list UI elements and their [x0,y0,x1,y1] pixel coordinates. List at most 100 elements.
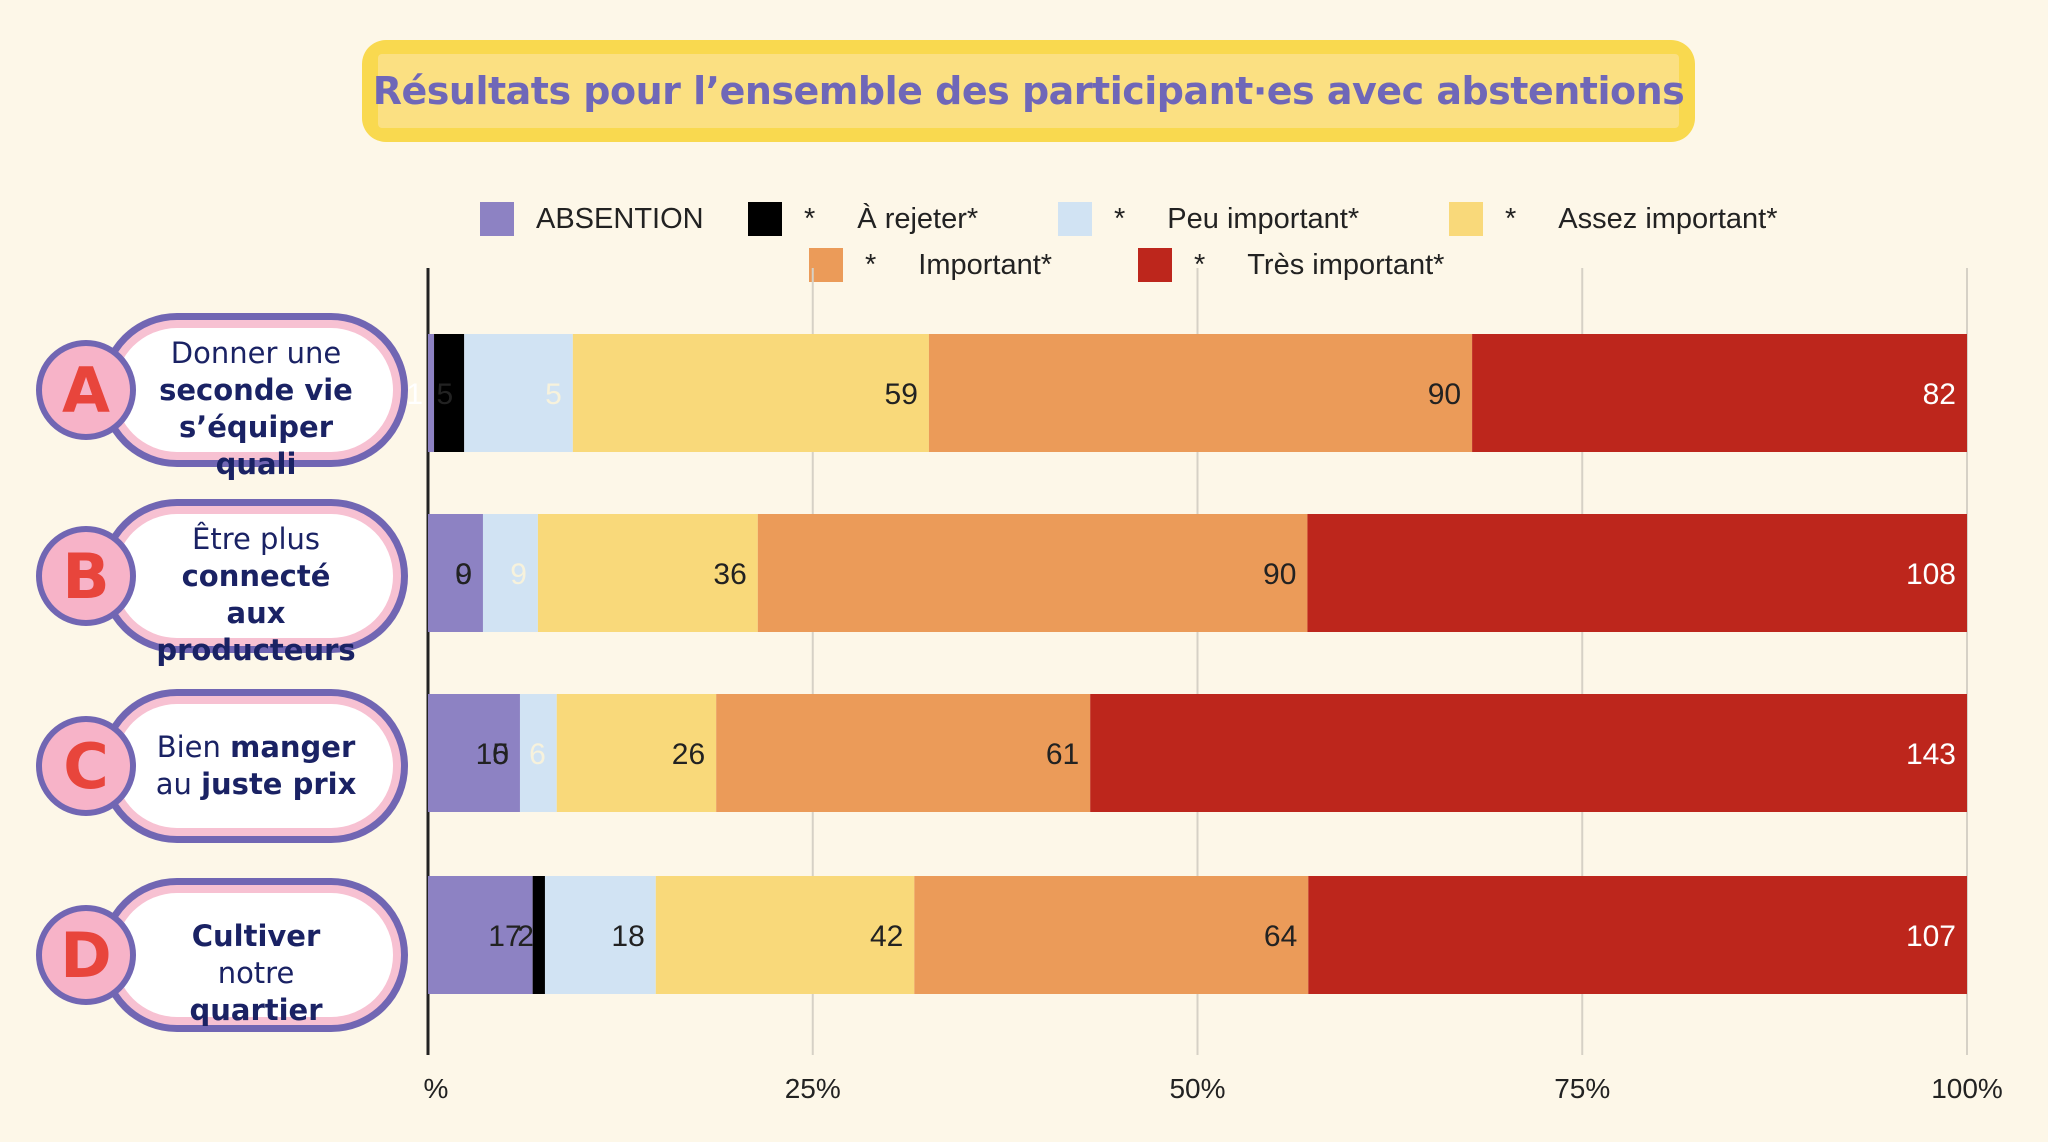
bar-segment-c-4 [716,694,1091,812]
row-letter-badge: B [36,526,136,626]
row-label-segment: quartier [189,993,323,1027]
legend-item: * Très important* [1138,248,1444,282]
row-label-pill-inner [115,514,393,638]
bar-segment-a-1 [434,334,465,452]
bar [914,876,1309,994]
row-letter-badge: A [36,340,136,440]
row-label-line: Être plus [148,521,364,558]
bar-segment-c-0 [428,694,520,812]
legend-label: À rejeter* [857,202,979,235]
bar [428,334,435,452]
legend-item: ABSENTION [480,202,704,236]
row-label-pill-inner [115,893,393,1017]
data-label: 107 [1906,920,1956,953]
data-label: 9 [510,558,527,591]
legend-label: ABSENTION [536,202,704,235]
data-label: 26 [672,738,705,771]
bar [537,514,758,632]
row-label-text: Être plus connecté aux producteurs [148,521,364,669]
row-label-pill-a [100,313,408,467]
data-label: 9 [455,558,472,591]
legend-swatch [748,202,782,236]
bar [1090,694,1967,812]
row-label-line: connecté aux [148,558,364,632]
bar [544,876,656,994]
x-tick-label: % [424,1073,449,1104]
bar-segment-a-5 [1472,334,1967,452]
bar-segment-c-2 [519,694,557,812]
bar-segment-c-3 [556,694,717,812]
row-label-segment: connecté aux [181,558,331,630]
bar [428,694,520,812]
bar-segment-b-2 [482,514,538,632]
bar-segment-a-4 [928,334,1473,452]
bar-segment-b-4 [757,514,1308,632]
x-tick-label: 25% [785,1073,841,1104]
bar [1308,876,1967,994]
legend-item: * À rejeter* [748,202,978,236]
legend-label: Assez important* [1558,202,1778,235]
legend-star: * [1114,202,1126,235]
row-label-text: Cultiver notre quartier [148,918,364,1029]
row-label-pill-inner [115,704,393,828]
data-label: 36 [713,558,746,591]
bar-segment-b-5 [1307,514,1967,632]
row-label-line: s’équiper quali [148,409,364,483]
data-label: 59 [885,378,918,411]
bar-segment-a-2 [464,334,573,452]
legend-swatch [480,202,514,236]
bar [1307,514,1967,632]
bar-segment-b-0 [428,514,483,632]
legend-star: * [1194,248,1206,281]
data-label: 2 [517,920,534,953]
row-label-segment: juste prix [201,767,357,801]
row-label-segment: Être plus [192,521,320,556]
row-label-text: Bien manger au juste prix [148,729,364,803]
bar-segment-b-3 [537,514,758,632]
row-letter-badge: D [36,905,136,1005]
bar [482,514,538,632]
row-label-line: au juste prix [148,766,364,803]
data-label: 0 [492,738,509,771]
x-tick-label: 50% [1169,1073,1225,1104]
row-label-line: producteurs [148,632,364,669]
legend-swatch [1449,202,1483,236]
legend-swatch [1058,202,1092,236]
x-tick-label: 100% [1931,1073,2003,1104]
row-label-line: notre quartier [148,955,364,1029]
data-label: 64 [1264,920,1297,953]
row-label-segment: notre [217,956,295,990]
row-label-segment: s’équiper quali [178,409,334,481]
data-label: 108 [1906,558,1956,591]
legend-label: Important* [918,248,1053,281]
row-label-line: seconde vie [148,372,364,409]
legend-star: * [865,248,877,281]
bar [757,514,1308,632]
x-tick-label: 75% [1554,1073,1610,1104]
chart-title: Résultats pour l’ensemble des participan… [372,69,1685,113]
legend-swatch [1138,248,1172,282]
legend-swatch [809,248,843,282]
legend-label: Très important* [1247,248,1445,281]
title-banner-inner: Résultats pour l’ensemble des participan… [373,54,1685,128]
data-label: 17 [488,920,521,953]
row-label-pill-inner [115,328,393,452]
row-letter-badge: C [36,716,136,816]
bar-segment-d-1 [532,876,545,994]
data-label: 42 [870,920,903,953]
data-label: 5 [545,378,562,411]
data-label: 143 [1906,738,1956,771]
bar [434,334,465,452]
row-label-segment: manger [230,730,356,764]
row-label-segment: Donner une [170,335,342,370]
data-label: 82 [1923,378,1956,411]
legend-label: Peu important* [1167,202,1360,235]
title-banner: Résultats pour l’ensemble des participan… [362,40,1695,142]
data-label: 18 [611,920,644,953]
bar [556,694,717,812]
legend-star: * [1505,202,1517,235]
bar [716,694,1091,812]
bar-segment-c-5 [1090,694,1967,812]
data-label: 15 [476,738,509,771]
bar-segment-a-0 [428,334,435,452]
